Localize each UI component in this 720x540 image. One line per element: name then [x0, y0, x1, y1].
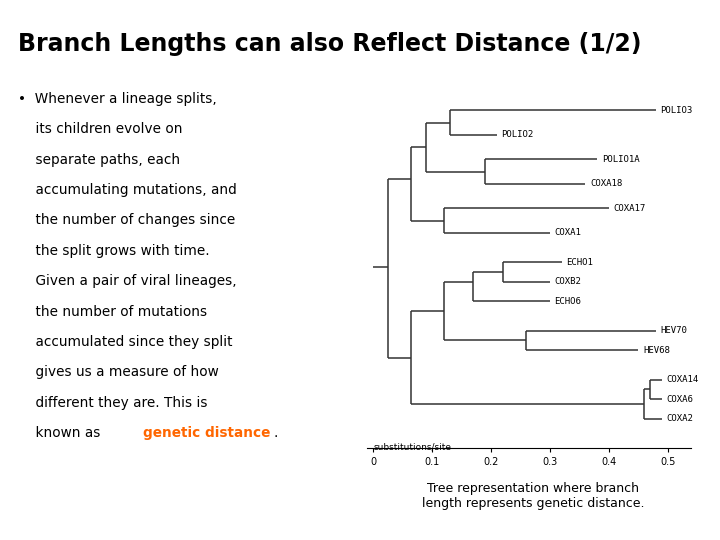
Text: substitutions/site: substitutions/site	[373, 442, 451, 451]
Text: POLIO3: POLIO3	[660, 106, 693, 115]
Text: known as: known as	[18, 426, 104, 440]
Text: its children evolve on: its children evolve on	[18, 123, 182, 137]
Text: ECHO1: ECHO1	[567, 258, 593, 267]
Text: Branch Lengths can also Reflect Distance (1/2): Branch Lengths can also Reflect Distance…	[18, 31, 642, 56]
Text: the number of changes since: the number of changes since	[18, 213, 235, 227]
Text: the number of mutations: the number of mutations	[18, 305, 207, 319]
Text: HEV68: HEV68	[643, 346, 670, 355]
Text: POLIO2: POLIO2	[502, 130, 534, 139]
Text: Tree representation where branch
length represents genetic distance.: Tree representation where branch length …	[421, 482, 644, 510]
Text: COXA6: COXA6	[667, 395, 693, 404]
Text: accumulating mutations, and: accumulating mutations, and	[18, 183, 237, 197]
Text: separate paths, each: separate paths, each	[18, 153, 180, 167]
Text: COXA14: COXA14	[667, 375, 698, 384]
Text: COXA17: COXA17	[613, 204, 646, 213]
Text: .: .	[274, 426, 278, 440]
Text: the split grows with time.: the split grows with time.	[18, 244, 210, 258]
Text: COXB2: COXB2	[554, 277, 582, 286]
Text: accumulated since they split: accumulated since they split	[18, 335, 233, 349]
Text: HEV70: HEV70	[660, 326, 688, 335]
Text: gives us a measure of how: gives us a measure of how	[18, 366, 219, 379]
Text: ECHO6: ECHO6	[554, 297, 582, 306]
Text: different they are. This is: different they are. This is	[18, 396, 207, 410]
Text: COXA1: COXA1	[554, 228, 582, 237]
Text: genetic distance: genetic distance	[143, 426, 271, 440]
Text: COXA2: COXA2	[667, 414, 693, 423]
Text: •  Whenever a lineage splits,: • Whenever a lineage splits,	[18, 92, 217, 106]
Text: POLIO1A: POLIO1A	[602, 155, 639, 164]
Text: Given a pair of viral lineages,: Given a pair of viral lineages,	[18, 274, 237, 288]
Text: COXA18: COXA18	[590, 179, 622, 188]
